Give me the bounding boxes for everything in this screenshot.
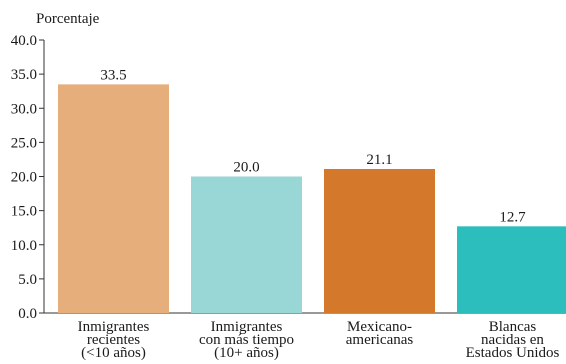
- bar-value-label: 20.0: [233, 160, 259, 176]
- x-category-label-line: recientes: [87, 332, 140, 348]
- x-category-label-line: nacidas en: [481, 332, 544, 348]
- y-ticks: 0.0 5.0 10.0 15.0 20.0 25.0 30.0 35.0 40.0: [11, 33, 44, 322]
- x-category-label-line: Mexicano-: [347, 319, 412, 335]
- y-tick-label: 0.0: [18, 306, 37, 322]
- bar: [191, 176, 302, 313]
- y-axis-title: Porcentaje: [36, 11, 100, 27]
- y-tick-label: 40.0: [11, 33, 37, 49]
- category-labels: Inmigrantes recientes (<10 años)Inmigrante…: [78, 319, 560, 361]
- bar-value-label: 33.5: [100, 67, 126, 83]
- y-tick-label: 10.0: [11, 238, 37, 254]
- y-tick-label: 15.0: [11, 204, 37, 220]
- x-category-label-line: con más tiempo: [199, 332, 294, 348]
- bar: [58, 84, 169, 313]
- x-category-label-line: (<10 años): [81, 345, 146, 361]
- bar: [324, 168, 435, 313]
- y-tick-label: 20.0: [11, 170, 37, 186]
- x-category-label: Mexicano-americanas: [346, 319, 414, 348]
- x-category-label: Inmigrantes con más tiempo (10+ años): [199, 319, 294, 361]
- y-tick-label: 25.0: [11, 135, 37, 151]
- y-tick-label: 5.0: [18, 272, 37, 288]
- bar-value-label: 21.1: [366, 152, 392, 168]
- x-category-label-line: Blancas: [489, 319, 537, 335]
- y-tick-label: 35.0: [11, 67, 37, 83]
- x-category-label-line: americanas: [346, 332, 414, 348]
- data-labels: 33.5 20.0 21.1 12.7: [100, 67, 526, 225]
- x-category-label-line: Inmigrantes: [211, 319, 283, 335]
- bar-value-label: 12.7: [499, 209, 526, 225]
- x-category-label-line: (10+ años): [214, 345, 279, 361]
- x-category-label-line: Estados Unidos: [466, 345, 560, 361]
- x-category-label: Inmigrantes recientes (<10 años): [78, 319, 150, 361]
- y-tick-label: 30.0: [11, 101, 37, 117]
- x-category-label-line: Inmigrantes: [78, 319, 150, 335]
- x-category-label: Blancas nacidas en Estados Unidos: [466, 319, 560, 361]
- bar: [457, 226, 566, 313]
- bars: [58, 84, 566, 313]
